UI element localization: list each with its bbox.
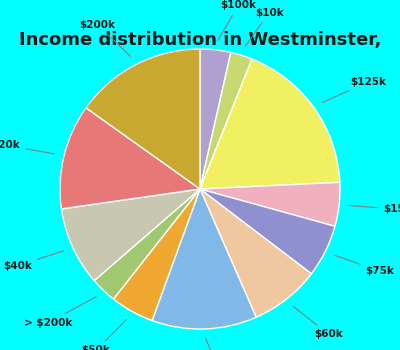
Wedge shape bbox=[200, 189, 312, 317]
Wedge shape bbox=[62, 189, 200, 281]
Wedge shape bbox=[200, 59, 340, 189]
Text: $100k: $100k bbox=[218, 0, 256, 41]
Wedge shape bbox=[200, 52, 252, 189]
Text: $125k: $125k bbox=[322, 77, 386, 103]
Text: $75k: $75k bbox=[334, 255, 394, 276]
Text: > $200k: > $200k bbox=[24, 297, 96, 328]
Text: $40k: $40k bbox=[3, 251, 64, 271]
Text: City-Data.com: City-Data.com bbox=[253, 130, 323, 139]
Text: $60k: $60k bbox=[293, 306, 343, 339]
Text: White residents: White residents bbox=[138, 92, 262, 106]
Text: $200k: $200k bbox=[79, 20, 131, 56]
Wedge shape bbox=[86, 49, 200, 189]
Wedge shape bbox=[200, 189, 335, 274]
Text: $20k: $20k bbox=[0, 140, 54, 154]
Text: $50k: $50k bbox=[82, 320, 126, 350]
Wedge shape bbox=[200, 49, 231, 189]
Text: $150k: $150k bbox=[349, 204, 400, 215]
Wedge shape bbox=[152, 189, 256, 329]
Wedge shape bbox=[200, 182, 340, 226]
Wedge shape bbox=[114, 189, 200, 321]
Text: Income distribution in Westminster,
LA (%): Income distribution in Westminster, LA (… bbox=[19, 32, 381, 70]
Text: $30k: $30k bbox=[206, 338, 235, 350]
Text: $10k: $10k bbox=[245, 8, 284, 46]
Wedge shape bbox=[94, 189, 200, 299]
Wedge shape bbox=[60, 108, 200, 209]
